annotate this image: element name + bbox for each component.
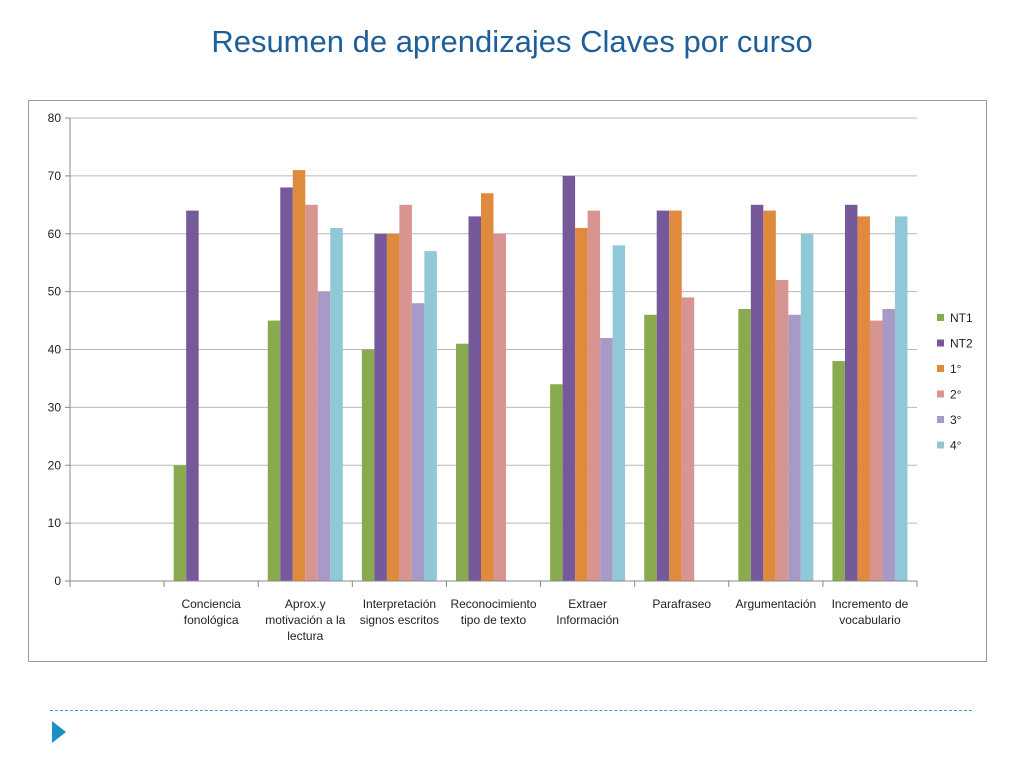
bar <box>361 349 375 581</box>
legend-label: NT1 <box>950 311 973 325</box>
bar <box>456 343 469 581</box>
legend-label: 2° <box>950 388 962 402</box>
bar <box>575 227 588 581</box>
y-tick-label: 50 <box>48 285 62 299</box>
bar <box>832 361 845 581</box>
bar <box>612 245 626 581</box>
category-label: Aprox.y <box>285 597 326 611</box>
category-label: Extraer <box>568 597 607 611</box>
bar <box>763 210 776 581</box>
bar <box>869 320 883 581</box>
category-label: tipo de texto <box>461 613 527 627</box>
bar <box>292 170 306 581</box>
bar <box>399 204 412 581</box>
y-tick-label: 0 <box>54 574 61 588</box>
category-label: vocabulario <box>839 613 901 627</box>
bar <box>550 384 563 581</box>
chart-frame: 0 10 20 30 40 50 60 70 80 Conciencia fonológica Ap… <box>28 100 987 662</box>
legend: NT1 NT2 1° 2° 3° 4° <box>937 311 973 453</box>
bar <box>669 210 682 581</box>
category-label: Reconocimiento <box>450 597 536 611</box>
category-label: signos escritos <box>360 613 439 627</box>
y-tick-label: 30 <box>48 400 62 414</box>
next-arrow-icon[interactable] <box>52 721 66 743</box>
y-tick-labels: 0 10 20 30 40 50 60 70 80 <box>48 111 62 588</box>
bar <box>750 204 764 581</box>
bars <box>173 170 908 582</box>
bar <box>775 280 789 581</box>
bar <box>493 233 506 581</box>
category-label: fonológica <box>184 613 239 627</box>
legend-label: 1° <box>950 362 962 376</box>
y-tick-label: 10 <box>48 516 62 530</box>
bar <box>882 308 895 581</box>
legend-swatch <box>937 314 944 321</box>
category-label: Argumentación <box>735 597 816 611</box>
bar <box>386 233 400 581</box>
legend-swatch <box>937 365 944 372</box>
axes <box>65 117 918 587</box>
slide-title: Resumen de aprendizajes Claves por curso <box>211 24 813 59</box>
bar <box>738 308 751 581</box>
bar <box>681 297 695 581</box>
bar <box>656 210 670 581</box>
bar <box>562 175 576 581</box>
bar <box>800 233 814 581</box>
bar <box>411 303 425 581</box>
bar <box>481 193 494 582</box>
bar <box>186 210 199 581</box>
category-label: Información <box>556 613 619 627</box>
bar <box>844 204 858 581</box>
legend-swatch <box>937 416 944 423</box>
bar <box>644 314 657 581</box>
category-label: Conciencia <box>181 597 241 611</box>
bar-chart: 0 10 20 30 40 50 60 70 80 Conciencia fonológica Ap… <box>48 111 973 643</box>
y-tick-label: 60 <box>48 227 62 241</box>
legend-swatch <box>937 339 944 347</box>
y-tick-label: 20 <box>48 458 62 472</box>
bar <box>305 204 318 581</box>
category-labels: Conciencia fonológica Aprox.y motivación a … <box>181 597 908 643</box>
legend-swatch <box>937 390 944 398</box>
bar <box>468 216 481 581</box>
bar <box>374 233 387 581</box>
category-label: lectura <box>287 629 323 643</box>
bar <box>267 320 281 581</box>
bar <box>330 227 343 581</box>
bar <box>424 251 437 582</box>
bar <box>600 337 613 581</box>
y-tick-label: 40 <box>48 343 62 357</box>
bar <box>173 465 187 581</box>
bar <box>857 216 870 581</box>
category-label: Parafraseo <box>652 597 711 611</box>
bar <box>788 314 801 581</box>
legend-label: NT2 <box>950 337 973 351</box>
legend-swatch <box>937 441 944 449</box>
legend-label: 3° <box>950 413 962 427</box>
bar <box>587 210 601 581</box>
footer-divider <box>50 710 972 711</box>
category-label: motivación a la <box>265 613 345 627</box>
y-tick-label: 70 <box>48 169 62 183</box>
y-tick-label: 80 <box>48 111 62 125</box>
bar <box>894 216 908 581</box>
category-label: Interpretación <box>363 597 436 611</box>
legend-label: 4° <box>950 439 962 453</box>
bar <box>280 187 293 581</box>
category-label: Incremento de <box>832 597 909 611</box>
bar <box>317 291 331 581</box>
